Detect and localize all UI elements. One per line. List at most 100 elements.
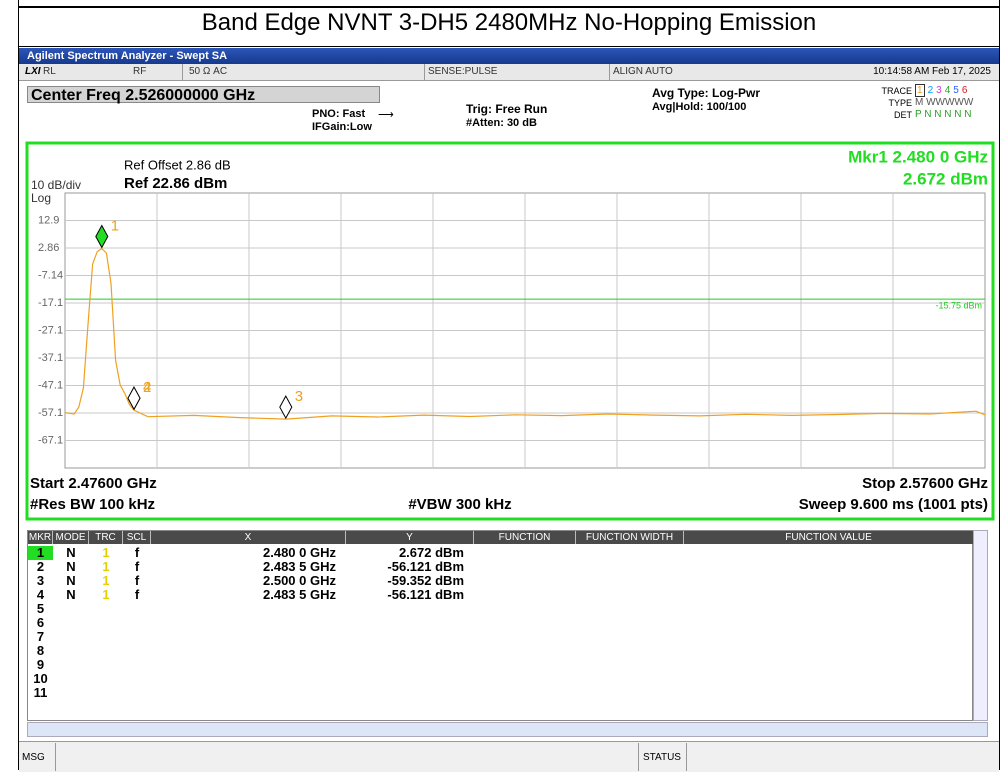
table-cell: 3	[36, 573, 45, 588]
trig-arrow: ⟶	[378, 109, 394, 121]
center-freq: Center Freq 2.526000000 GHz	[27, 86, 380, 104]
table-cell: -56.121 dBm	[387, 559, 464, 574]
v-scrollbar[interactable]	[973, 530, 988, 721]
column-header: SCL	[123, 531, 151, 544]
prev-row	[18, 0, 1000, 7]
y-tick-label: -57.1	[38, 407, 63, 419]
table-cell: f	[134, 587, 140, 602]
table-cell: 2	[36, 559, 45, 574]
column-header: MKR	[28, 531, 53, 544]
table-cell: 1	[102, 545, 110, 560]
column-header: MODE	[53, 531, 89, 544]
table-cell: f	[134, 559, 140, 574]
report-frame	[18, 7, 1000, 770]
table-cell: 2.483 5 GHz	[263, 587, 336, 602]
sense-tag: SENSE:PULSE	[424, 64, 497, 80]
status-row: LXI RL RF 50 Ω AC SENSE:PULSE ALIGN AUTO…	[19, 64, 999, 81]
datetime: 10:14:58 AM Feb 17, 2025	[873, 66, 991, 77]
table-cell: 6	[36, 615, 45, 630]
stop-freq: Stop 2.57600 GHz	[862, 475, 988, 492]
y-tick-label: 12.9	[38, 214, 59, 226]
column-header: TRC	[89, 531, 123, 544]
table-cell: 8	[36, 643, 45, 658]
table-cell: 9	[36, 657, 45, 672]
marker	[95, 224, 109, 249]
column-header: FUNCTION WIDTH	[576, 531, 684, 544]
marker	[127, 386, 141, 411]
report-title: Band Edge NVNT 3-DH5 2480MHz No-Hopping …	[201, 9, 817, 36]
marker-label: 4	[143, 379, 151, 396]
vbw: #VBW 300 kHz	[408, 496, 511, 513]
y-tick-label: -37.1	[38, 352, 63, 364]
trace-number: 4	[944, 85, 951, 96]
table-cell: N	[66, 559, 76, 574]
table-cell: f	[134, 573, 140, 588]
column-header: FUNCTION	[474, 531, 576, 544]
align-tag: ALIGN AUTO	[609, 64, 673, 80]
scale-type: Log	[31, 191, 51, 205]
msg-label: MSG	[22, 752, 45, 763]
table-cell: N	[66, 587, 76, 602]
ifgain: IFGain:Low	[312, 121, 372, 133]
input-tag: RF	[133, 66, 147, 77]
atten: #Atten: 30 dB	[466, 117, 537, 129]
det-label: DET	[894, 110, 912, 120]
trace-label: TRACE	[881, 86, 912, 96]
table-cell: 2.483 5 GHz	[263, 559, 336, 574]
table-cell: 1	[102, 573, 110, 588]
y-tick-label: -47.1	[38, 379, 63, 391]
lxi-icon: LXI	[25, 66, 41, 77]
trace-number: 2	[927, 85, 934, 96]
marker-label: 1	[111, 217, 119, 234]
table-cell: -56.121 dBm	[387, 587, 464, 602]
status-divider	[686, 743, 687, 771]
display-line-label: -15.75 dBm	[935, 301, 982, 311]
pno: PNO: Fast	[312, 108, 366, 120]
table-cell: 2.672 dBm	[398, 545, 464, 560]
column-header: X	[151, 531, 346, 544]
table-cell: N	[66, 573, 76, 588]
trig: Trig: Free Run	[466, 102, 548, 116]
marker-table: MKR MODE TRC SCL X Y FUNCTION FUNCTION WIDTH FUN…	[27, 530, 974, 721]
ref-level-tag: RL	[43, 66, 56, 77]
marker-amp-readout: 2.672 dBm	[903, 169, 988, 188]
rbw: #Res BW 100 kHz	[30, 496, 155, 513]
table-cell: 10	[33, 671, 48, 686]
table-cell: -59.352 dBm	[387, 573, 464, 588]
ref-offset: Ref Offset 2.86 dB	[124, 157, 231, 172]
marker-label: 2	[143, 379, 151, 396]
status-label: STATUS	[643, 752, 681, 763]
y-tick-label: 2.86	[38, 242, 59, 254]
app-title-bar: Agilent Spectrum Analyzer - Swept SA	[19, 48, 999, 64]
y-tick-label: -7.14	[38, 269, 63, 281]
msg-divider	[55, 743, 56, 771]
y-tick-label: -27.1	[38, 324, 63, 336]
separator	[18, 46, 1000, 47]
status-divider	[638, 743, 639, 771]
trace	[64, 247, 986, 420]
h-scrollbar[interactable]	[27, 722, 988, 737]
table-cell: f	[134, 545, 140, 560]
avg-hold: Avg|Hold: 100/100	[652, 101, 747, 113]
table-cell: 4	[36, 587, 45, 602]
table-cell: 7	[36, 629, 45, 644]
table-cell: 2.500 0 GHz	[263, 573, 336, 588]
y-tick-label: -17.1	[38, 297, 63, 309]
ref-level: Ref 22.86 dBm	[124, 175, 227, 192]
table-cell: 1	[102, 587, 110, 602]
table-cell: 1	[102, 559, 110, 574]
column-header: FUNCTION VALUE	[684, 531, 974, 544]
trace-number: 3	[936, 85, 942, 96]
marker-label: 3	[295, 388, 303, 405]
start-freq: Start 2.47600 GHz	[30, 475, 157, 492]
marker	[279, 395, 293, 420]
table-cell: 5	[36, 601, 45, 616]
det-value: P N N N N N	[915, 109, 972, 120]
scale: 10 dB/div	[31, 178, 81, 192]
trace-number: 6	[961, 85, 968, 96]
table-cell: 1	[28, 546, 53, 560]
avg-type: Avg Type: Log-Pwr	[652, 86, 760, 100]
sweep: Sweep 9.600 ms (1001 pts)	[799, 496, 988, 513]
